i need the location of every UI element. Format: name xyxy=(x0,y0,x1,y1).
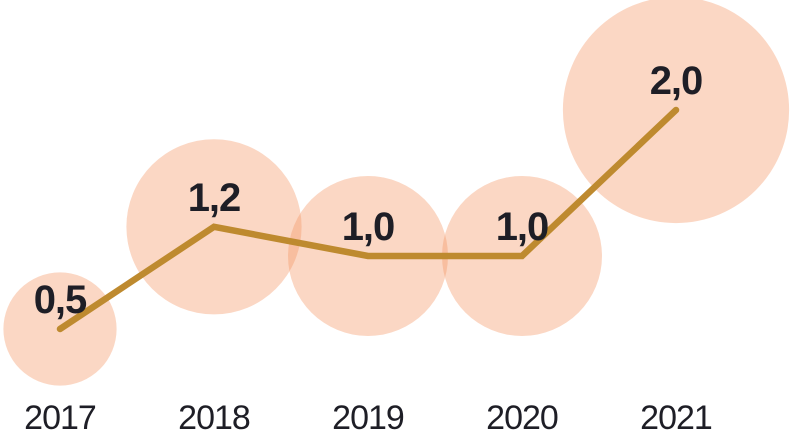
x-axis-label-2021: 2021 xyxy=(640,399,712,432)
value-label-2018: 1,2 xyxy=(188,176,241,220)
value-label-2017: 0,5 xyxy=(34,278,87,322)
x-axis-label-2018: 2018 xyxy=(178,399,250,432)
value-label-2019: 1,0 xyxy=(342,205,395,249)
x-axis-label-2017: 2017 xyxy=(24,399,96,432)
value-label-2021: 2,0 xyxy=(650,59,703,103)
x-axis-label-2020: 2020 xyxy=(486,399,558,432)
value-label-2020: 1,0 xyxy=(496,205,549,249)
trend-line xyxy=(56,106,680,333)
x-axis-label-2019: 2019 xyxy=(332,399,404,432)
